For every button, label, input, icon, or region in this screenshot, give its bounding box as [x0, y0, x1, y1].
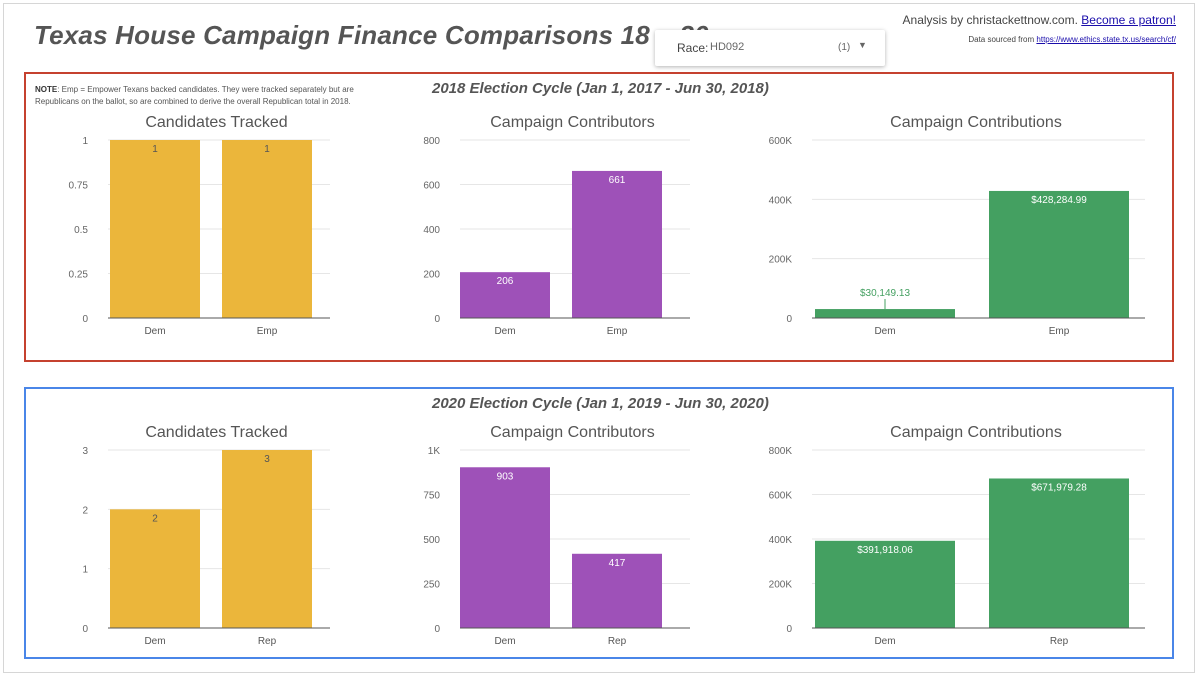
chevron-down-icon[interactable]: ▼ [858, 40, 867, 50]
y-tick-label: 0 [434, 624, 440, 635]
y-tick-label: 0 [786, 314, 792, 325]
bar-dem [460, 272, 550, 318]
y-tick-label: 800K [769, 446, 793, 457]
panel-2020-cycle: 2020 Election Cycle (Jan 1, 2019 - Jun 3… [24, 387, 1174, 659]
patron-link[interactable]: Become a patron! [1081, 13, 1176, 27]
y-tick-label: 3 [82, 446, 88, 457]
data-source: Data sourced from https://www.ethics.sta… [968, 35, 1176, 44]
data-label: $671,979.28 [1031, 482, 1087, 493]
y-tick-label: 800 [423, 136, 440, 147]
chart-title: Campaign Contributors [490, 424, 655, 441]
bar-rep [222, 450, 312, 628]
chart-2020-campaign-contributions: Campaign Contributions 0 200K 400K 600K 800K $… [769, 424, 1145, 647]
y-tick-label: 0 [786, 624, 792, 635]
bar-dem [110, 140, 200, 318]
chart-title: Campaign Contributors [490, 114, 655, 131]
bar-emp [222, 140, 312, 318]
x-tick-label: Dem [874, 636, 895, 647]
data-label: 2 [152, 513, 158, 524]
y-tick-label: 200K [769, 255, 793, 266]
y-tick-label: 0.5 [74, 225, 88, 236]
y-tick-label: 600K [769, 491, 793, 502]
x-tick-label: Dem [144, 636, 165, 647]
x-tick-label: Emp [1049, 326, 1070, 337]
source-link[interactable]: https://www.ethics.state.tx.us/search/cf… [1036, 35, 1176, 44]
emp-note: NOTE: Emp = Empower Texans backed candid… [35, 84, 385, 108]
y-tick-label: 400 [423, 225, 440, 236]
race-filter-dropdown[interactable]: Race: HD092 (1) ▼ [655, 30, 885, 66]
chart-title: Campaign Contributions [890, 424, 1062, 441]
data-label: 661 [609, 175, 626, 186]
chart-title: Candidates Tracked [145, 114, 287, 131]
x-tick-label: Dem [494, 326, 515, 337]
y-tick-label: 600 [423, 181, 440, 192]
race-filter-count: (1) [838, 42, 851, 53]
note-label: NOTE [35, 85, 58, 94]
y-tick-label: 400K [769, 535, 793, 546]
chart-2018-campaign-contributors: Campaign Contributors 0 200 400 600 800 206 Dem… [423, 114, 690, 337]
bar-rep [989, 478, 1129, 628]
y-tick-label: 200K [769, 580, 793, 591]
bar-dem [460, 467, 550, 628]
y-tick-label: 250 [423, 580, 440, 591]
y-tick-label: 600K [769, 136, 793, 147]
data-label: 903 [497, 471, 514, 482]
analysis-credit: Analysis by christackettnow.com. Become … [903, 13, 1176, 27]
bar-dem [110, 509, 200, 628]
x-tick-label: Rep [258, 636, 277, 647]
chart-title: Candidates Tracked [145, 424, 287, 441]
data-label: $391,918.06 [857, 545, 913, 556]
panel-2018-cycle: NOTE: Emp = Empower Texans backed candid… [24, 72, 1174, 362]
x-tick-label: Emp [257, 326, 278, 337]
analysis-text: Analysis by christackettnow.com. [902, 13, 1078, 27]
y-tick-label: 1K [428, 446, 441, 457]
y-tick-label: 0 [82, 314, 88, 325]
race-filter-label: Race: [677, 41, 709, 55]
data-label: 1 [264, 144, 270, 155]
race-filter-value: HD092 [710, 41, 745, 53]
bar-dem [815, 309, 955, 318]
y-tick-label: 750 [423, 491, 440, 502]
chart-title: Campaign Contributions [890, 114, 1062, 131]
bar-emp [989, 190, 1129, 318]
y-tick-label: 500 [423, 535, 440, 546]
bar-dem [815, 540, 955, 628]
x-tick-label: Rep [1050, 636, 1069, 647]
y-tick-label: 0 [434, 314, 440, 325]
y-tick-label: 1 [82, 565, 88, 576]
page-title: Texas House Campaign Finance Comparisons… [34, 20, 709, 50]
data-label: 206 [497, 276, 514, 287]
bar-emp [572, 170, 662, 318]
y-tick-label: 400K [769, 195, 793, 206]
chart-2020-campaign-contributors: Campaign Contributors 0 250 500 750 1K 903 Dem 4… [423, 424, 690, 647]
y-tick-label: 0.25 [69, 270, 89, 281]
y-tick-label: 1 [82, 136, 88, 147]
x-tick-label: Dem [874, 326, 895, 337]
source-text: Data sourced from [968, 35, 1035, 44]
y-tick-label: 200 [423, 270, 440, 281]
data-label: 417 [609, 558, 626, 569]
data-label: 1 [152, 144, 158, 155]
bar-rep [572, 553, 662, 628]
chart-2020-candidates-tracked: Candidates Tracked 0 1 2 3 2 Dem 3 Rep [82, 424, 330, 647]
cycle-2020-title: 2020 Election Cycle (Jan 1, 2019 - Jun 3… [432, 395, 769, 412]
y-tick-label: 0 [82, 624, 88, 635]
data-label: $428,284.99 [1031, 195, 1087, 206]
x-tick-label: Rep [608, 636, 627, 647]
data-label: $30,149.13 [860, 288, 910, 299]
x-tick-label: Dem [494, 636, 515, 647]
data-label: 3 [264, 454, 270, 465]
y-tick-label: 2 [82, 505, 88, 516]
x-tick-label: Dem [144, 326, 165, 337]
x-tick-label: Emp [607, 326, 628, 337]
y-tick-label: 0.75 [69, 181, 89, 192]
note-text: : Emp = Empower Texans backed candidates… [35, 85, 354, 106]
chart-2018-campaign-contributions: Campaign Contributions 0 200K 400K 600K $30,1… [769, 114, 1145, 337]
chart-2018-candidates-tracked: Candidates Tracked 0 0.25 0.5 0.75 1 1 Dem 1 Emp [69, 114, 330, 337]
cycle-2018-title: 2018 Election Cycle (Jan 1, 2017 - Jun 3… [432, 80, 769, 97]
